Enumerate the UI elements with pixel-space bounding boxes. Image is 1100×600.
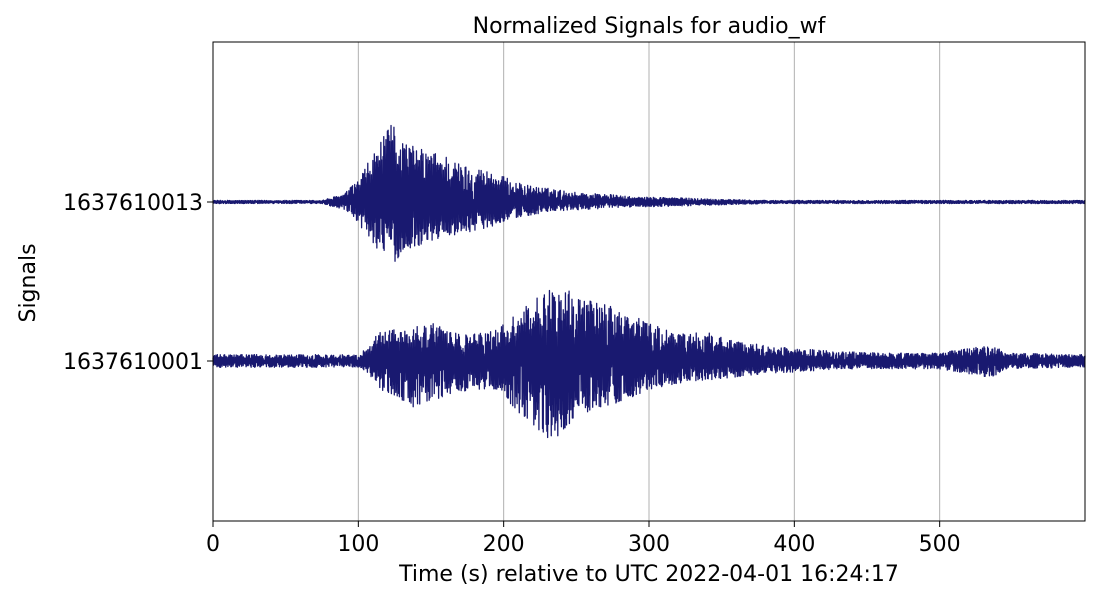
signal-trace-1637610001 bbox=[212, 289, 1086, 439]
x-tick-label: 100 bbox=[337, 532, 379, 557]
x-tick-label: 300 bbox=[628, 532, 670, 557]
signal-traces bbox=[212, 124, 1086, 439]
y-axis-label: Signals bbox=[16, 243, 41, 322]
x-tick-label: 200 bbox=[483, 532, 525, 557]
y-axis-ticks: 1637610013 1637610001 bbox=[63, 191, 213, 375]
y-tick-label: 1637610013 bbox=[63, 191, 203, 216]
x-grid-lines bbox=[357, 42, 941, 521]
x-tick-label: 500 bbox=[919, 532, 961, 557]
signal-trace-1637610013 bbox=[212, 124, 1086, 262]
x-tick-label: 400 bbox=[773, 532, 815, 557]
y-tick-label: 1637610001 bbox=[63, 350, 203, 375]
chart-title: Normalized Signals for audio_wf bbox=[473, 14, 827, 39]
x-axis-ticks: 0 100 200 300 400 500 bbox=[206, 521, 961, 557]
x-axis-label: Time (s) relative to UTC 2022-04-01 16:2… bbox=[398, 562, 899, 587]
x-tick-label: 0 bbox=[206, 532, 220, 557]
